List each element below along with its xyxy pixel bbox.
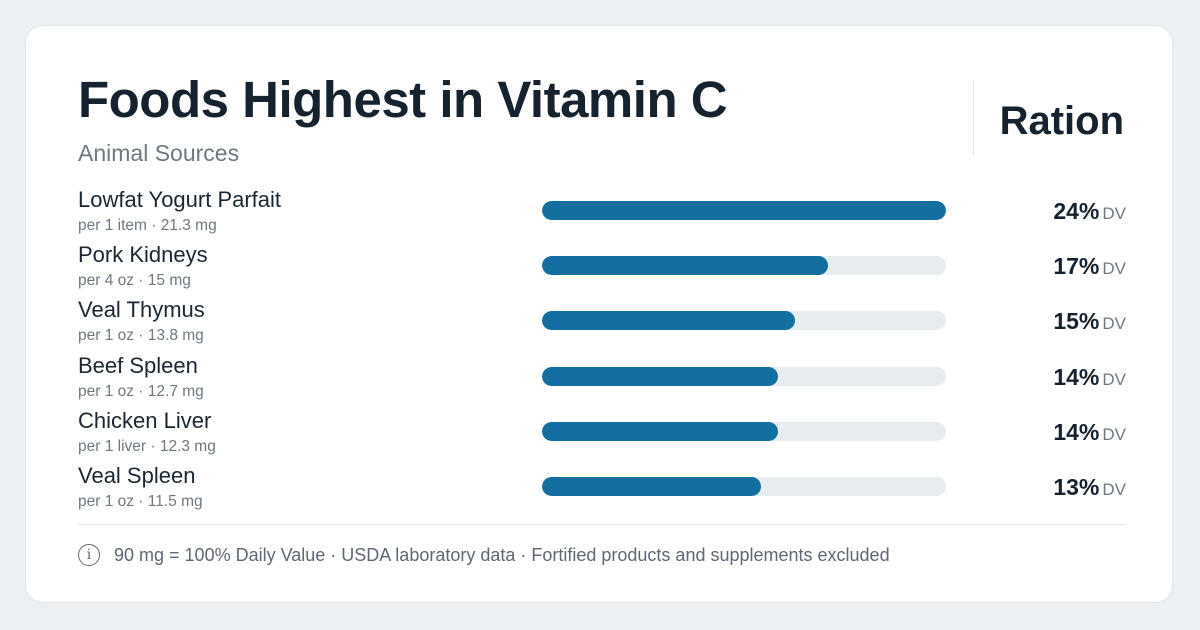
bar-track — [542, 201, 946, 220]
food-serving: per 4 oz · 15 mg — [78, 272, 191, 290]
chart-row: Chicken Liver per 1 liver · 12.3 mg 14% DV — [78, 405, 1126, 460]
brand-divider — [973, 81, 974, 155]
bar-track — [542, 421, 946, 441]
chart-row: Lowfat Yogurt Parfait per 1 item · 21.3 m… — [78, 184, 1126, 239]
food-name: Chicken Liver — [78, 407, 212, 433]
value-percent: 24% — [1053, 198, 1100, 224]
chart-card: Foods Highest in Vitamin C Animal Source… — [25, 25, 1173, 603]
footer-divider — [78, 524, 1126, 525]
food-name: Veal Thymus — [78, 297, 205, 323]
bar — [542, 311, 796, 331]
chart-row: Veal Spleen per 1 oz · 11.5 mg 13% DV — [78, 460, 1126, 515]
value-unit: DV — [1102, 424, 1126, 444]
bar — [542, 256, 828, 276]
value-unit: DV — [1102, 259, 1126, 279]
bar-track — [542, 256, 946, 276]
brand-logo: Ration — [999, 99, 1124, 143]
bar — [542, 476, 761, 496]
footer: i 90 mg = 100% Daily Value · USDA labora… — [78, 544, 890, 566]
footer-note: 90 mg = 100% Daily Value · USDA laborato… — [114, 544, 890, 565]
food-serving: per 1 liver · 12.3 mg — [78, 437, 216, 455]
chart-title: Foods Highest in Vitamin C — [78, 71, 728, 128]
value-label: 13% DV — [1053, 472, 1126, 506]
value-percent: 14% — [1053, 418, 1100, 445]
chart-row: Veal Thymus per 1 oz · 13.8 mg 15% DV — [78, 294, 1126, 349]
bar — [542, 366, 778, 386]
bar-track — [542, 366, 946, 386]
food-serving: per 1 item · 21.3 mg — [78, 217, 217, 234]
food-serving: per 1 oz · 12.7 mg — [78, 382, 204, 400]
value-percent: 13% — [1053, 473, 1100, 500]
bar-track — [542, 476, 946, 496]
food-serving: per 1 oz · 13.8 mg — [78, 327, 204, 345]
value-label: 15% DV — [1053, 306, 1126, 340]
food-name: Lowfat Yogurt Parfait — [78, 187, 282, 212]
value-label: 17% DV — [1053, 251, 1126, 285]
food-name: Pork Kidneys — [78, 242, 208, 268]
value-percent: 14% — [1053, 363, 1100, 390]
value-label: 24% DV — [1053, 196, 1126, 230]
chart-subtitle: Animal Sources — [78, 140, 240, 166]
bar — [542, 421, 778, 441]
bar-rows: Lowfat Yogurt Parfait per 1 item · 21.3 m… — [78, 184, 1126, 515]
value-label: 14% DV — [1053, 417, 1126, 451]
food-serving: per 1 oz · 11.5 mg — [78, 492, 203, 510]
value-unit: DV — [1102, 479, 1126, 499]
value-label: 14% DV — [1053, 362, 1126, 396]
value-percent: 15% — [1053, 308, 1100, 335]
value-unit: DV — [1102, 369, 1126, 389]
bar-track — [542, 311, 946, 331]
value-unit: DV — [1102, 314, 1126, 334]
value-unit: DV — [1102, 204, 1126, 223]
food-name: Beef Spleen — [78, 352, 198, 378]
bar — [542, 201, 946, 220]
chart-row: Beef Spleen per 1 oz · 12.7 mg 14% DV — [78, 350, 1126, 405]
food-name: Veal Spleen — [78, 462, 196, 488]
value-percent: 17% — [1053, 253, 1100, 280]
chart-row: Pork Kidneys per 4 oz · 15 mg 17% DV — [78, 239, 1126, 294]
info-icon: i — [78, 544, 100, 566]
